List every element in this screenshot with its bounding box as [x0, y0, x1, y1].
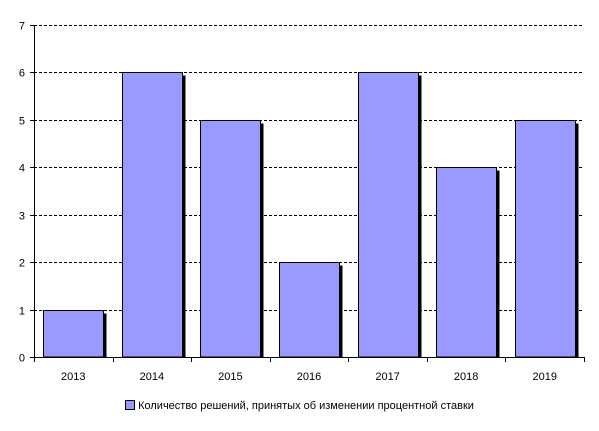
bar-2014: [122, 72, 183, 358]
x-tick-label: 2017: [375, 371, 399, 383]
y-tick-label: 5: [19, 116, 25, 128]
bar-2019: [515, 120, 576, 358]
bars: [43, 72, 579, 358]
y-tick-label: 6: [19, 68, 25, 80]
y-tick-label: 1: [19, 306, 25, 318]
bar-2013: [43, 310, 104, 358]
y-tick-label: 2: [19, 258, 25, 270]
y-tick-label: 3: [19, 211, 25, 223]
bar-2018: [436, 167, 497, 358]
bar-2017: [358, 72, 419, 358]
bar-2016: [279, 262, 340, 358]
x-tick-label: 2015: [218, 371, 242, 383]
x-tick-label: 2019: [532, 371, 556, 383]
x-tick-label: 2018: [454, 371, 478, 383]
x-tick-label: 2016: [297, 371, 321, 383]
y-tick-label: 4: [19, 163, 25, 175]
legend-swatch: [125, 400, 136, 410]
legend-label: Количество решений, принятых об изменени…: [138, 400, 474, 412]
axes: [30, 25, 585, 362]
legend: Количество решений, принятых об изменени…: [0, 400, 599, 412]
x-tick-label: 2014: [140, 371, 164, 383]
y-tick-label: 0: [19, 353, 25, 365]
tick-labels: 0 1 2 3 4 5 6 7 2013 2014 2015 2016 2017 2018 2019: [19, 21, 557, 384]
x-tick-label: 2013: [61, 371, 85, 383]
bar-2015: [200, 120, 261, 358]
y-tick-label: 7: [19, 21, 25, 33]
